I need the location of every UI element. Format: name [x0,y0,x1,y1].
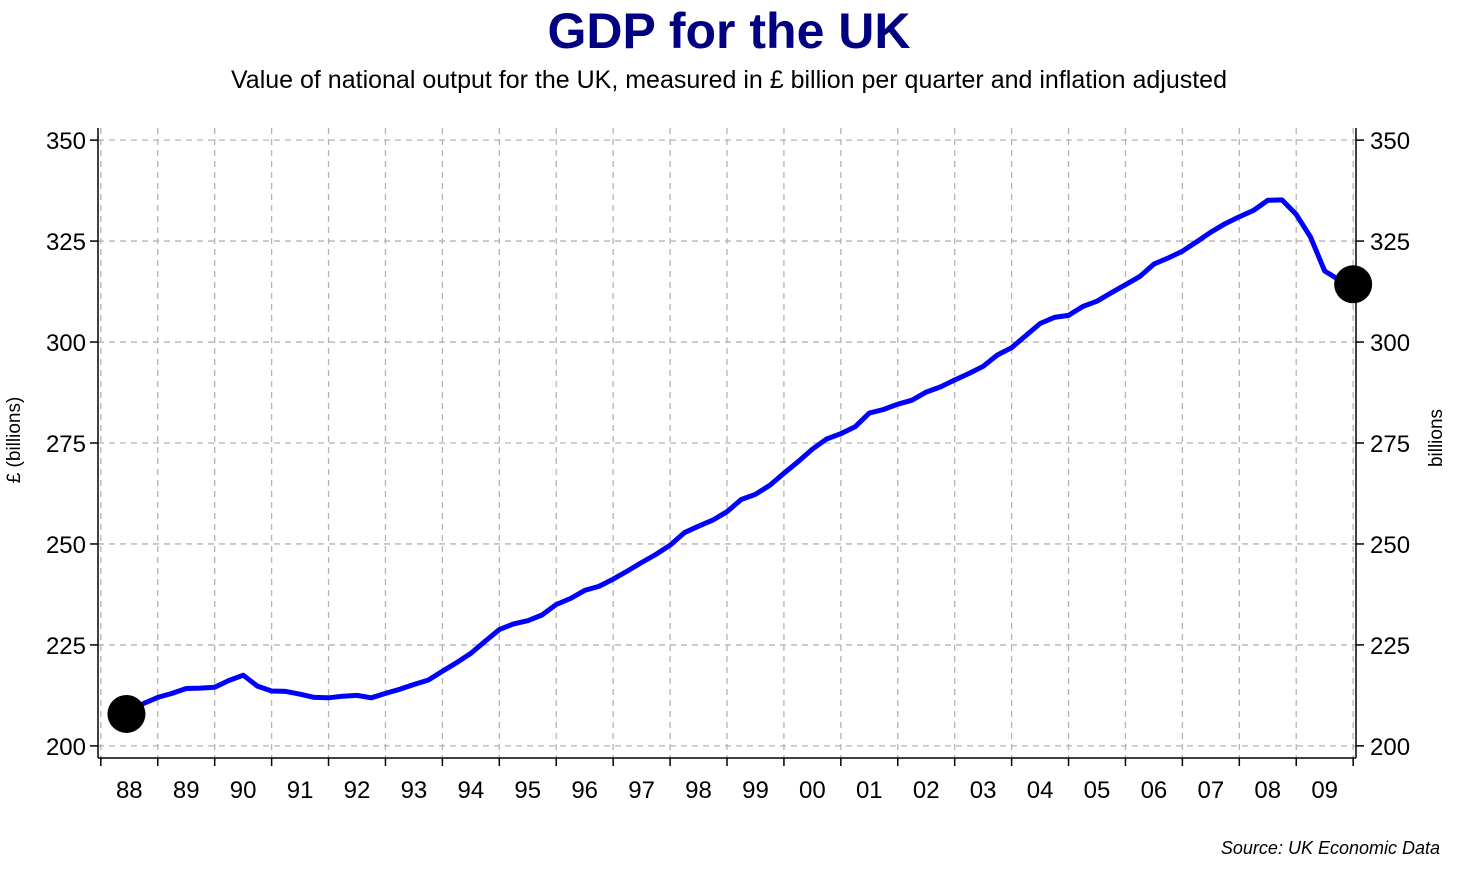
y-tick-label-left: 325 [46,229,86,256]
y-tick-label-right: 325 [1370,229,1410,256]
x-tick-label: 09 [1311,777,1338,804]
x-tick-label: 97 [628,777,655,804]
x-tick-label: 08 [1254,777,1281,804]
marker-start [107,694,146,733]
y-tick-label-right: 275 [1370,431,1410,458]
grid-layer [98,128,1356,758]
x-tick-label: 06 [1141,777,1168,804]
chart-subtitle: Value of national output for the UK, mea… [230,66,1227,94]
y-tick-label-right: 300 [1370,330,1410,357]
x-tick-label: 88 [116,777,143,804]
y-tick-label-right: 250 [1370,532,1410,559]
x-tick-label: 94 [457,777,484,804]
x-tick-label: 02 [913,777,940,804]
x-tick-label: 04 [1027,777,1054,804]
y-tick-label-left: 225 [46,633,86,660]
source-note: Source: UK Economic Data [1220,838,1440,858]
x-tick-label: 93 [401,777,428,804]
x-tick-label: 96 [571,777,598,804]
y-tick-label-right: 350 [1370,128,1410,155]
y-tick-label-left: 300 [46,330,86,357]
chart-title: GDP for the UK [547,3,911,59]
x-tick-label: 99 [742,777,769,804]
marker-layer [107,265,1373,733]
x-tick-label: 98 [685,777,712,804]
x-tick-label: 03 [970,777,997,804]
y-tick-label-left: 350 [46,128,86,155]
y-axis-label-right: billions [1426,409,1447,467]
y-tick-label-right: 200 [1370,734,1410,761]
y-tick-label-left: 275 [46,431,86,458]
marker-end [1334,265,1373,304]
y-tick-label-left: 200 [46,734,86,761]
x-tick-label: 95 [514,777,541,804]
x-tick-label: 92 [344,777,371,804]
axes-layer: 200 200 225 225 250 250 275 275 300 300 325 325 350 3… [46,128,1410,804]
x-tick-label: 89 [173,777,200,804]
x-tick-label: 07 [1197,777,1224,804]
y-axis-label-left: £ (billions) [4,397,25,484]
series-layer [126,197,1350,717]
x-tick-label: 91 [287,777,314,804]
x-tick-label: 90 [230,777,257,804]
x-tick-label: 01 [856,777,883,804]
x-tick-label: 05 [1084,777,1111,804]
series-line-gdp [126,197,1350,717]
x-tick-label: 00 [799,777,826,804]
y-tick-label-left: 250 [46,532,86,559]
y-tick-label-right: 225 [1370,633,1410,660]
